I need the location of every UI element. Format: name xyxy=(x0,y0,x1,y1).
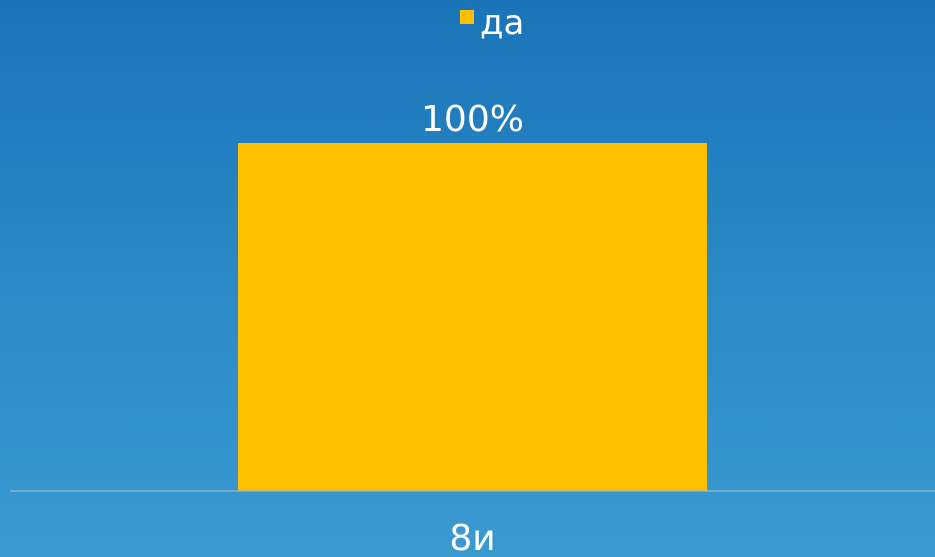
plot-area: 100% xyxy=(238,99,707,491)
x-axis-tick-labels: 8и xyxy=(449,518,495,557)
legend: да xyxy=(460,3,524,43)
bar xyxy=(238,143,707,491)
x-tick-label: 8и xyxy=(449,518,495,557)
legend-label: да xyxy=(480,3,524,43)
bar-data-label: 100% xyxy=(421,99,524,140)
legend-swatch xyxy=(460,10,474,24)
